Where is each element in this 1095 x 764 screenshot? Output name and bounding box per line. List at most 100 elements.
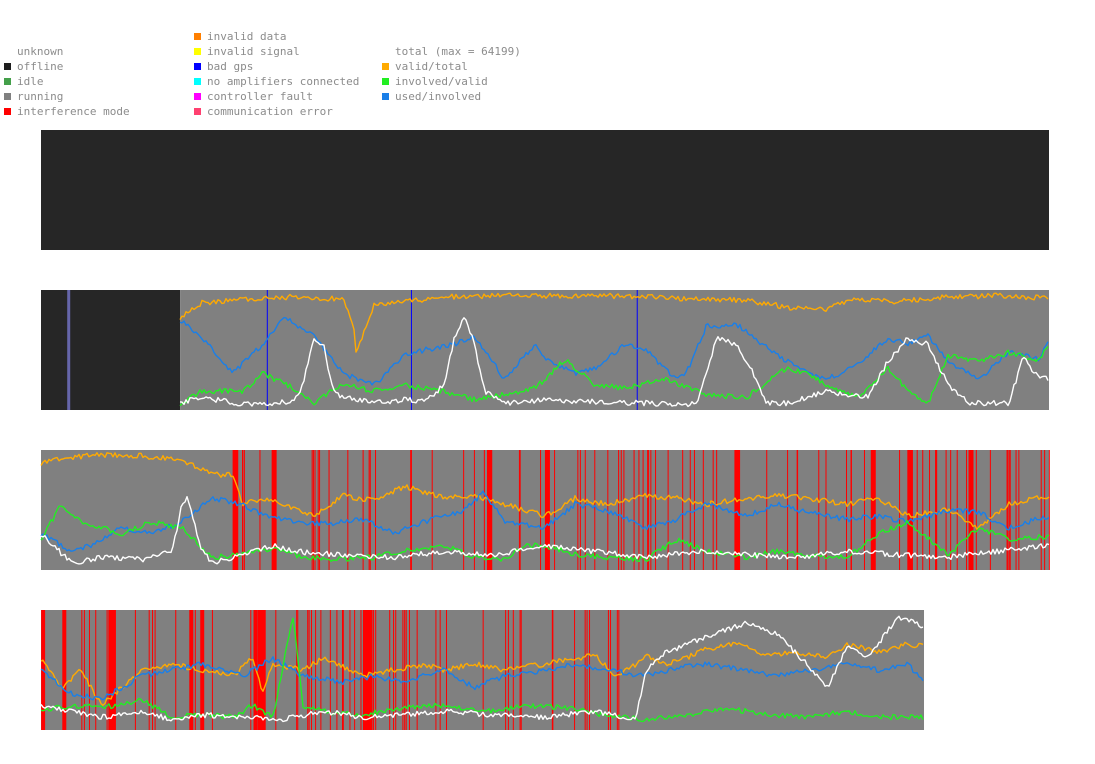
interference-mark [312,450,314,570]
interference-mark [319,450,321,570]
interference-mark [154,610,156,730]
interference-mark [682,450,684,570]
interference-mark [342,610,344,730]
series-used-involved [40,490,1050,552]
interference-mark [152,610,154,730]
interference-mark [232,450,234,570]
interference-mark [329,610,331,730]
interference-mark [487,450,489,570]
legend-label: idle [17,75,44,88]
interference-mark [307,610,309,730]
legend-label: bad gps [207,60,254,73]
interference-mark [347,450,349,570]
interference-mark [328,450,330,570]
interference-mark [416,610,418,730]
interference-mark [317,450,319,570]
series-involved-valid [179,346,1049,407]
legend-swatch [382,63,389,70]
series-total [179,317,1049,408]
interference-mark [846,450,848,570]
interference-mark [589,610,591,730]
legend-label: total (max = 64199) [395,45,521,58]
status-segment [41,290,181,410]
series-total [40,496,1050,565]
series-involved-valid [40,505,1050,563]
interference-mark [271,450,277,570]
legend-swatch [194,63,201,70]
interference-mark [483,450,485,570]
interference-mark [716,450,718,570]
interference-mark [111,610,116,730]
interference-mark [363,610,373,730]
series-used-involved [40,656,924,701]
marker-idle [67,290,71,410]
interference-mark [375,450,377,570]
interference-mark [341,610,343,730]
interference-mark [410,450,412,570]
interference-mark [233,450,239,570]
interference-mark [393,610,395,730]
series-total [40,615,924,723]
interference-mark [134,610,136,730]
interference-mark [797,450,799,570]
interference-mark [633,450,635,570]
legend-swatch [4,63,11,70]
interference-mark [655,450,657,570]
interference-mark [968,450,974,570]
interference-mark [850,450,852,570]
interference-mark [638,450,640,570]
interference-mark [547,450,549,570]
interference-mark [863,450,865,570]
legend-swatch [194,33,201,40]
interference-mark [311,450,313,570]
interference-mark [616,610,618,730]
interference-mark [1015,450,1017,570]
legend-label: controller fault [207,90,313,103]
interference-mark [579,450,581,570]
interference-mark [540,450,542,570]
interference-mark [259,450,261,570]
interference-mark [1044,450,1046,570]
legend-swatch [194,78,201,85]
legend-swatch [382,93,389,100]
interference-mark [554,450,556,570]
interference-mark [95,610,97,730]
legend-swatch [4,78,11,85]
interference-mark [702,450,704,570]
legend-swatch [382,78,389,85]
interference-mark [362,610,364,730]
interference-mark [766,450,768,570]
interference-mark [362,450,364,570]
interference-mark [373,610,375,730]
interference-mark [1009,450,1011,570]
legend-label: no amplifiers connected [207,75,360,88]
interference-mark [989,450,991,570]
interference-mark [642,450,644,570]
interference-mark [507,610,509,730]
interference-mark [1048,450,1050,570]
interference-mark [336,610,338,730]
interference-mark [410,450,412,570]
interference-mark [929,450,931,570]
panel-offline-bg [41,130,1049,250]
interference-mark [320,610,322,730]
interference-mark [975,450,977,570]
interference-mark [81,610,83,730]
series-valid-total [40,641,924,706]
series-involved-valid [40,617,924,723]
legend-swatch [194,108,201,115]
legend-swatch [4,108,11,115]
legend-label: communication error [207,105,333,118]
interference-mark [512,610,514,730]
interference-mark [1018,450,1020,570]
marker-bad-gps [410,290,412,410]
interference-mark [360,610,362,730]
interference-mark [594,450,596,570]
interference-mark [647,450,649,570]
interference-mark [899,450,901,570]
interference-mark [315,610,317,730]
marker-bad-gps [636,290,638,410]
interference-mark [667,450,669,570]
interference-mark [1007,450,1009,570]
